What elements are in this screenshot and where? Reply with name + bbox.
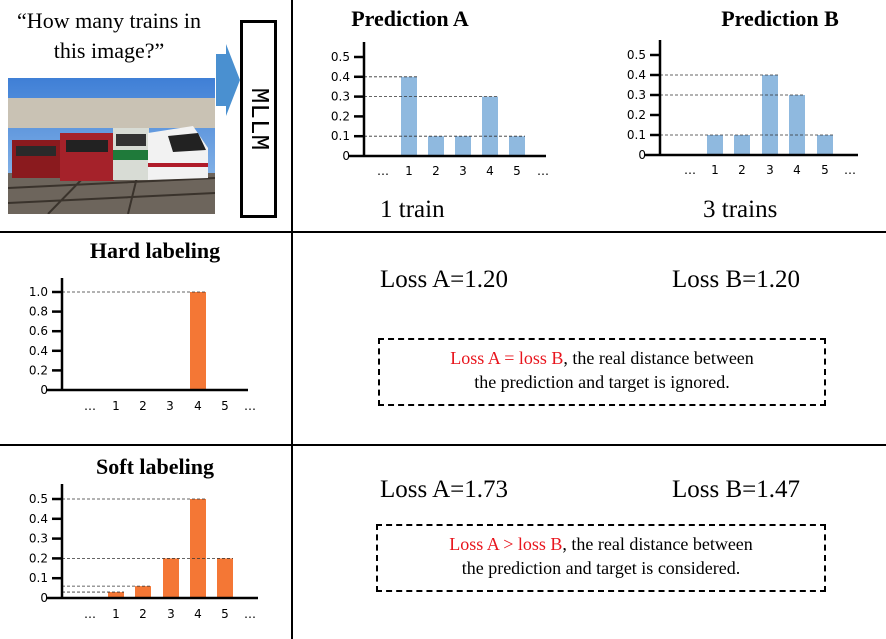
x-tick-label: 5: [221, 399, 229, 413]
bar: [455, 136, 471, 156]
x-tick-label: 3: [167, 607, 175, 621]
x-tick-label: 4: [194, 607, 202, 621]
bar: [428, 136, 444, 156]
y-tick-label: 0.3: [331, 90, 350, 104]
bar: [482, 96, 498, 156]
y-tick-label: 0.4: [29, 512, 48, 526]
x-tick-label: 1: [112, 607, 120, 621]
x-tick-label: 2: [139, 607, 147, 621]
x-tick-label: 5: [221, 607, 229, 621]
divider-vertical: [291, 0, 293, 639]
x-ellipsis: …: [377, 164, 389, 178]
train-photo: [8, 78, 215, 214]
x-ellipsis: …: [244, 399, 256, 413]
x-tick-label: 5: [513, 164, 521, 178]
bar: [734, 135, 750, 155]
y-tick-label: 0.8: [29, 305, 48, 319]
hard-note-rest: , the real distance between: [563, 348, 754, 368]
divider-horizontal: [0, 444, 886, 446]
x-tick-label: 2: [432, 164, 440, 178]
soft-note-rest: , the real distance between: [562, 534, 753, 554]
x-ellipsis: …: [244, 607, 256, 621]
bar: [135, 586, 151, 598]
bar: [817, 135, 833, 155]
prediction-a-caption: 1 train: [380, 196, 445, 223]
bar: [762, 75, 778, 155]
bar: [163, 558, 179, 598]
hard-loss-b: Loss B=1.20: [672, 266, 801, 293]
bar: [217, 558, 233, 598]
y-tick-label: 0.2: [29, 551, 48, 565]
hard-loss-a: Loss A=1.20: [380, 266, 509, 293]
bar: [707, 135, 723, 155]
y-tick-label: 0.6: [29, 324, 48, 338]
soft-loss-a: Loss A=1.73: [380, 476, 509, 503]
x-tick-label: 4: [793, 163, 801, 177]
x-ellipsis: …: [684, 163, 696, 177]
x-tick-label: 2: [139, 399, 147, 413]
bar: [789, 95, 805, 155]
y-tick-label: 0.4: [29, 344, 48, 358]
y-tick-label: 0.5: [29, 492, 48, 506]
soft-loss-b: Loss B=1.47: [672, 476, 801, 503]
y-tick-label: 0.1: [627, 128, 646, 142]
x-ellipsis: …: [84, 607, 96, 621]
x-tick-label: 3: [766, 163, 774, 177]
y-tick-label: 0: [40, 591, 48, 605]
x-tick-label: 1: [711, 163, 719, 177]
y-tick-label: 0.4: [331, 70, 350, 84]
y-tick-label: 0.2: [331, 109, 350, 123]
hard-note: Loss A = loss B, the real distance betwe…: [378, 338, 826, 406]
y-tick-label: 0: [40, 383, 48, 397]
x-tick-label: 4: [486, 164, 494, 178]
hard-note-line2: the prediction and target is ignored.: [474, 372, 730, 392]
x-tick-label: 5: [821, 163, 829, 177]
y-tick-label: 0.5: [331, 50, 350, 64]
bar: [190, 292, 206, 390]
x-tick-label: 2: [738, 163, 746, 177]
soft-note: Loss A > loss B, the real distance betwe…: [376, 524, 826, 592]
x-ellipsis: …: [84, 399, 96, 413]
question-text: “How many trains in this image?”: [17, 8, 201, 63]
prediction-b-title: Prediction B: [721, 6, 839, 31]
bar: [190, 499, 206, 598]
y-tick-label: 0.1: [29, 571, 48, 585]
soft-note-line2: the prediction and target is considered.: [461, 558, 741, 578]
soft-note-highlight: Loss A > loss B: [449, 534, 563, 554]
y-tick-label: 0.2: [627, 108, 646, 122]
x-tick-label: 3: [166, 399, 174, 413]
x-ellipsis: …: [844, 163, 856, 177]
prediction-b-caption: 3 trains: [703, 196, 778, 223]
x-ellipsis: …: [537, 164, 549, 178]
y-tick-label: 0.3: [627, 88, 646, 102]
y-tick-label: 0: [342, 149, 350, 163]
y-tick-label: 0.5: [627, 48, 646, 62]
x-tick-label: 1: [405, 164, 413, 178]
x-tick-label: 3: [459, 164, 467, 178]
bar: [509, 136, 525, 156]
y-tick-label: 0.3: [29, 532, 48, 546]
x-tick-label: 1: [112, 399, 120, 413]
y-tick-label: 0: [638, 148, 646, 162]
y-tick-label: 0.2: [29, 363, 48, 377]
mllm-box: MLLM: [240, 20, 277, 218]
x-tick-label: 4: [194, 399, 202, 413]
hard-labeling-title: Hard labeling: [89, 238, 221, 263]
y-tick-label: 0.4: [627, 68, 646, 82]
prediction-a-title: Prediction A: [351, 6, 469, 31]
soft-labeling-title: Soft labeling: [96, 454, 214, 479]
hard-note-highlight: Loss A = loss B: [450, 348, 564, 368]
bar: [401, 76, 417, 156]
y-tick-label: 0.1: [331, 129, 350, 143]
y-tick-label: 1.0: [29, 285, 48, 299]
divider-horizontal: [0, 231, 886, 233]
arrow-icon: [216, 44, 240, 116]
bar: [108, 592, 124, 598]
